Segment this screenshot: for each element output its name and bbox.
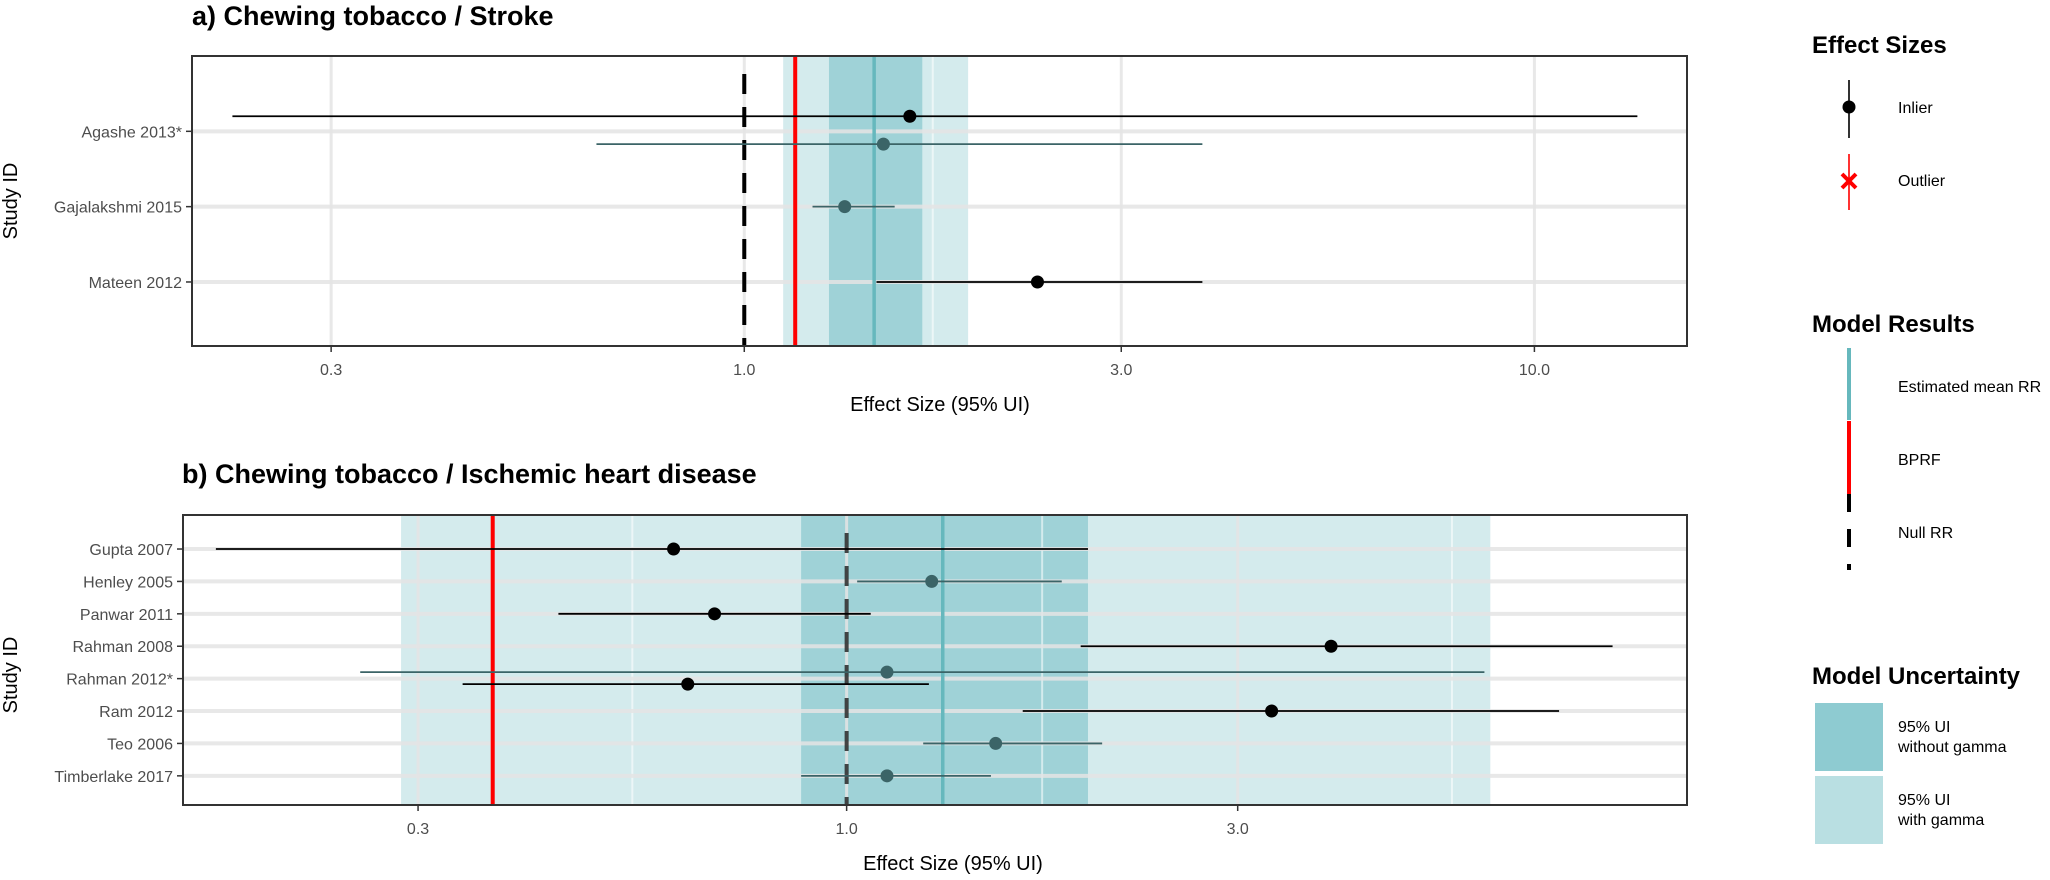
- legend-ui-without-gamma-line1: 95% UI: [1898, 719, 1950, 736]
- panel-b-estimate-point: [880, 769, 894, 783]
- panel-a-estimate-point: [876, 137, 890, 151]
- panel-a-x-axis-label: Effect Size (95% UI): [850, 394, 1030, 416]
- panel-b-study-label: Teo 2006: [107, 736, 173, 753]
- legend-bprf-label: BPRF: [1898, 452, 1941, 469]
- panel-a-y-axis-label: Study ID: [0, 163, 22, 240]
- panel-a-model-lines: [742, 56, 876, 346]
- panel-b-x-tick-label: 3.0: [1227, 821, 1249, 838]
- panel-b-study-label: Rahman 2008: [72, 639, 173, 656]
- legend-model-uncertainty-title: Model Uncertainty: [1812, 663, 2021, 690]
- panel-a-frame: [191, 55, 1688, 347]
- panel-b-model-lines: [490, 515, 945, 805]
- panel-a-x-ticks: 0.3 1.0 3.0 10.0: [320, 346, 1550, 379]
- panel-b-ui-bands: [401, 515, 1491, 805]
- panel-a: a) Chewing tobacco / Stroke Agashe 2013*…: [0, 1, 1688, 416]
- panel-a-x-tick-label: 3.0: [1110, 362, 1132, 379]
- legend-ui-with-gamma-line1: 95% UI: [1898, 792, 1950, 809]
- panel-b-study-label: Timberlake 2017: [54, 769, 173, 786]
- legend-effect-sizes-title: Effect Sizes: [1812, 32, 1947, 59]
- panel-b-y-axis-label: Study ID: [0, 637, 22, 714]
- panel-b-study-label: Henley 2005: [83, 574, 173, 591]
- panel-b-estimate-point: [1324, 639, 1338, 653]
- legend: Effect Sizes Inlier Outlier Model Result…: [1812, 32, 2041, 844]
- panel-a-x-tick-label: 10.0: [1519, 362, 1550, 379]
- panel-b-x-tick-label: 0.3: [407, 821, 429, 838]
- panel-b-ui-without-gamma-band: [801, 515, 1088, 805]
- legend-inlier-label: Inlier: [1898, 100, 1933, 117]
- legend-outlier-label: Outlier: [1898, 173, 1946, 190]
- panel-b-study-label: Ram 2012: [99, 704, 173, 721]
- panel-b-x-axis-label: Effect Size (95% UI): [863, 853, 1043, 875]
- legend-outlier-key: [1840, 154, 1858, 210]
- legend-null-rr-label: Null RR: [1898, 525, 1953, 542]
- panel-a-estimate-point: [1030, 275, 1044, 289]
- panel-b-study-label: Gupta 2007: [89, 542, 173, 559]
- panel-a-study-label: Mateen 2012: [89, 275, 183, 292]
- panel-a-x-tick-label: 1.0: [733, 362, 755, 379]
- panel-a-study-label: Gajalakshmi 2015: [54, 200, 182, 217]
- panel-b-frame: [182, 514, 1688, 806]
- panel-b-x-tick-label: 1.0: [836, 821, 858, 838]
- panel-b-title: b) Chewing tobacco / Ischemic heart dise…: [182, 459, 757, 489]
- panel-a-estimates: [232, 109, 1638, 289]
- legend-mean-rr-label: Estimated mean RR: [1898, 379, 2041, 396]
- panel-a-x-tick-label: 0.3: [320, 362, 342, 379]
- panel-a-study-label: Agashe 2013*: [81, 124, 182, 141]
- panel-b-estimates: [215, 542, 1613, 783]
- panel-b-estimate-point: [989, 736, 1003, 750]
- panel-a-title: a) Chewing tobacco / Stroke: [192, 1, 554, 31]
- panel-b-study-label: Panwar 2011: [80, 607, 173, 624]
- panel-a-estimate-point: [838, 200, 852, 214]
- panel-b-estimate-point: [1265, 704, 1279, 718]
- legend-model-results-title: Model Results: [1812, 311, 1975, 338]
- legend-ui-without-gamma-key: [1815, 703, 1883, 771]
- panel-b-study-label: Rahman 2012*: [66, 672, 173, 689]
- legend-inlier-key: [1842, 80, 1856, 138]
- panel-a-study-labels: Agashe 2013* Gajalakshmi 2015 Mateen 2012: [54, 124, 192, 292]
- panel-b: b) Chewing tobacco / Ischemic heart dise…: [0, 459, 1688, 875]
- panel-a-estimate-point: [903, 109, 917, 123]
- panel-b-estimate-point: [880, 665, 894, 679]
- panel-b-study-labels: Gupta 2007 Henley 2005 Panwar 2011 Rahman 2…: [54, 542, 183, 786]
- legend-ui-with-gamma-line2: with gamma: [1897, 812, 1984, 829]
- panel-b-estimate-point: [708, 607, 722, 621]
- panel-b-estimate-point: [925, 574, 939, 588]
- panel-b-x-ticks: 0.3 1.0 3.0: [407, 805, 1249, 838]
- panel-b-estimate-point: [681, 677, 695, 691]
- legend-ui-without-gamma-line2: without gamma: [1897, 739, 2007, 756]
- legend-ui-with-gamma-key: [1815, 776, 1883, 844]
- panel-b-estimate-point: [667, 542, 681, 556]
